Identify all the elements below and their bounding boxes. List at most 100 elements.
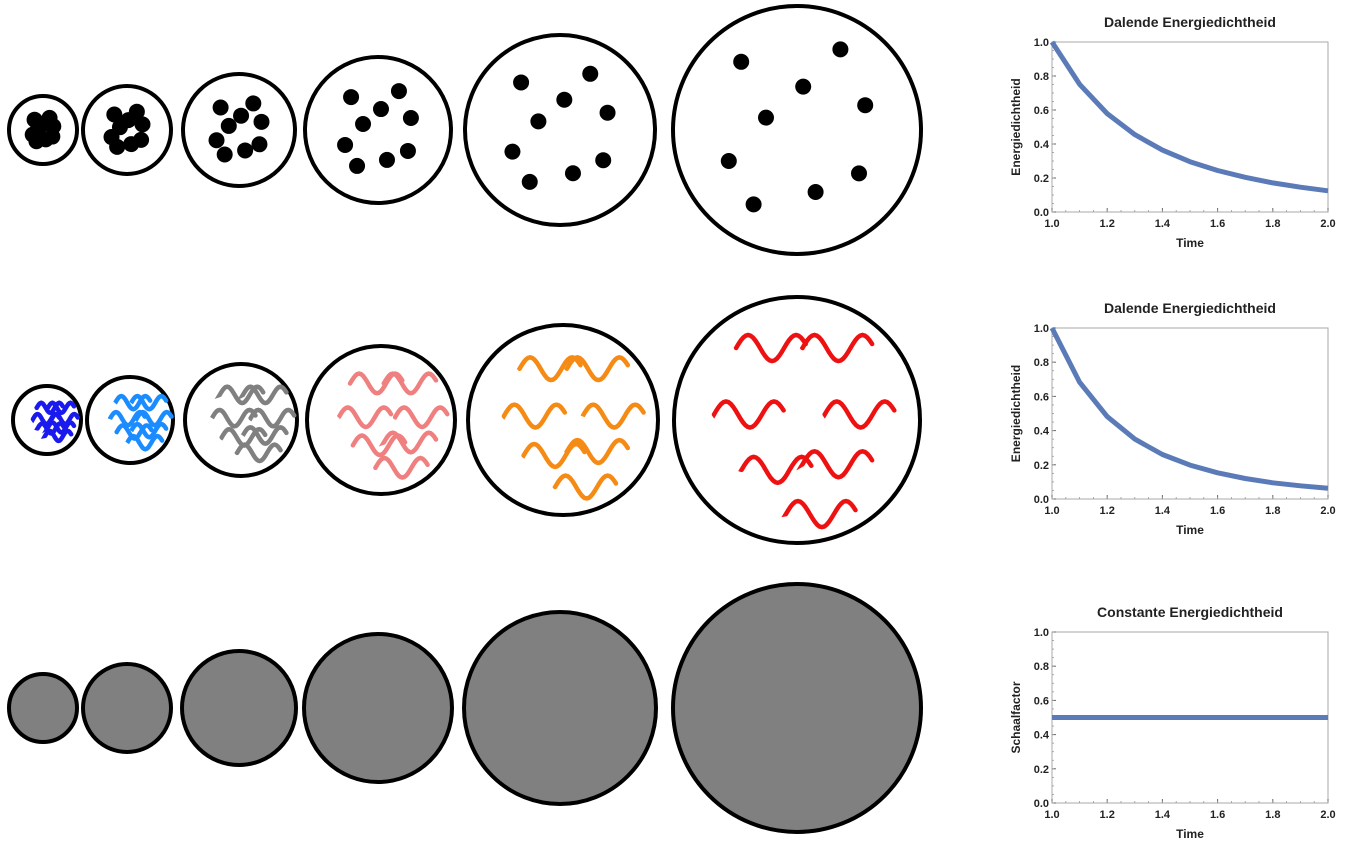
matter-particle	[245, 95, 262, 112]
x-tick-label: 1.6	[1210, 218, 1225, 230]
bubble-outline	[672, 295, 922, 545]
photon-wave	[781, 498, 858, 530]
matter-particle	[795, 78, 812, 95]
photon-wave	[45, 400, 77, 416]
x-axis-label: Time	[1176, 827, 1204, 841]
matter-particle	[134, 116, 151, 133]
photon-wave	[234, 442, 283, 464]
matter-particle	[582, 65, 599, 82]
radiation-bubble-5	[466, 323, 660, 517]
y-tick-label: 0.6	[1034, 105, 1049, 117]
matter-particle	[216, 146, 233, 163]
matter-particle	[402, 110, 419, 127]
bubble-outline	[463, 33, 657, 227]
y-tick-label: 0.2	[1034, 460, 1049, 472]
photon-wave	[799, 332, 875, 364]
bubble-outline	[305, 344, 457, 496]
vacuum-bubble-1	[7, 672, 79, 744]
matter-particle	[564, 165, 581, 182]
y-tick-label: 0.0	[1034, 494, 1049, 506]
bubble-outline	[462, 610, 658, 806]
photon-wave	[214, 384, 266, 406]
photon-wave	[41, 420, 77, 435]
photon-wave	[564, 437, 631, 466]
matter-particle	[233, 107, 250, 124]
x-tick-label: 1.2	[1100, 809, 1115, 821]
photon-wave	[822, 399, 897, 430]
vacuum-bubble-2	[81, 662, 173, 754]
matter-bubble-2	[81, 84, 173, 176]
chart-title: Dalende Energiedichtheid	[1104, 300, 1276, 316]
bubble-outline	[181, 72, 297, 188]
chart-2: Dalende Energiedichtheid 1.0 1.2 1.4 1.6 1.8 2…	[1009, 300, 1336, 537]
y-tick-label: 0.6	[1034, 695, 1049, 707]
matter-particle	[720, 153, 737, 169]
photon-wave	[516, 354, 583, 383]
matter-particle	[343, 89, 360, 106]
vacuum-bubble-5	[462, 610, 658, 806]
matter-particle	[733, 53, 750, 70]
photon-wave	[580, 402, 646, 430]
y-tick-label: 1.0	[1034, 37, 1049, 49]
radiation-bubble-6	[672, 295, 922, 545]
x-tick-label: 1.8	[1265, 218, 1280, 230]
chart-1: Dalende Energiedichtheid 1.0 1.2 1.4 1.6 1.8 2…	[1009, 14, 1336, 250]
matter-particle	[521, 173, 538, 190]
matter-particle	[123, 136, 140, 153]
x-axis-label: Time	[1176, 523, 1204, 537]
matter-particle	[349, 157, 366, 174]
bubble-outline	[671, 4, 923, 256]
y-tick-label: 1.0	[1034, 323, 1049, 335]
series-line	[1049, 326, 1329, 491]
matter-particle	[109, 138, 126, 155]
vacuum-bubble-3	[180, 649, 298, 767]
matter-particle	[556, 91, 573, 108]
photon-wave	[711, 399, 786, 430]
photon-wave	[378, 430, 439, 455]
x-tick-label: 1.4	[1155, 505, 1171, 517]
chart-title: Dalende Energiedichtheid	[1104, 14, 1276, 30]
matter-particle	[355, 116, 372, 133]
plot-frame	[1051, 327, 1329, 500]
photon-wave	[248, 407, 297, 429]
row-matter	[7, 4, 923, 256]
matter-particle	[253, 113, 270, 130]
matter-particle	[504, 143, 521, 160]
photon-wave	[134, 409, 174, 428]
y-tick-label: 1.0	[1034, 627, 1049, 639]
chart-title: Constante Energiedichtheid	[1097, 604, 1283, 620]
photon-wave	[34, 400, 66, 416]
radiation-bubble-4	[305, 344, 457, 496]
y-tick-label: 0.8	[1034, 661, 1049, 673]
y-tick-label: 0.4	[1034, 426, 1050, 438]
y-axis-label: Schaalfactor	[1009, 681, 1023, 753]
expanding-universe-bubbles	[7, 4, 923, 834]
matter-bubble-4	[303, 55, 453, 205]
row-radiation	[11, 295, 922, 545]
bubble-outline	[7, 672, 79, 744]
photon-wave	[796, 448, 875, 480]
y-tick-label: 0.6	[1034, 391, 1049, 403]
matter-particle	[807, 184, 824, 200]
x-tick-label: 1.6	[1210, 809, 1225, 821]
matter-particle	[212, 99, 229, 116]
photon-wave	[392, 405, 450, 430]
x-tick-label: 2.0	[1320, 218, 1335, 230]
matter-particle	[106, 106, 123, 123]
photon-wave	[40, 428, 74, 444]
x-tick-label: 2.0	[1320, 809, 1335, 821]
matter-bubble-5	[463, 33, 657, 227]
x-tick-label: 1.0	[1044, 505, 1059, 517]
photon-wave	[381, 371, 439, 396]
matter-particle	[208, 132, 225, 149]
photon-wave	[336, 405, 394, 430]
y-axis-label: Energiedichtheid	[1009, 78, 1023, 175]
matter-bubble-1	[7, 94, 79, 166]
chart-3: Constante Energiedichtheid 1.0 1.2 1.4 1.6 1.…	[1009, 604, 1336, 841]
matter-particle	[378, 151, 395, 168]
x-tick-label: 1.8	[1265, 505, 1280, 517]
photon-wave	[240, 424, 289, 447]
matter-particle	[595, 152, 612, 169]
x-tick-label: 1.2	[1100, 218, 1115, 230]
